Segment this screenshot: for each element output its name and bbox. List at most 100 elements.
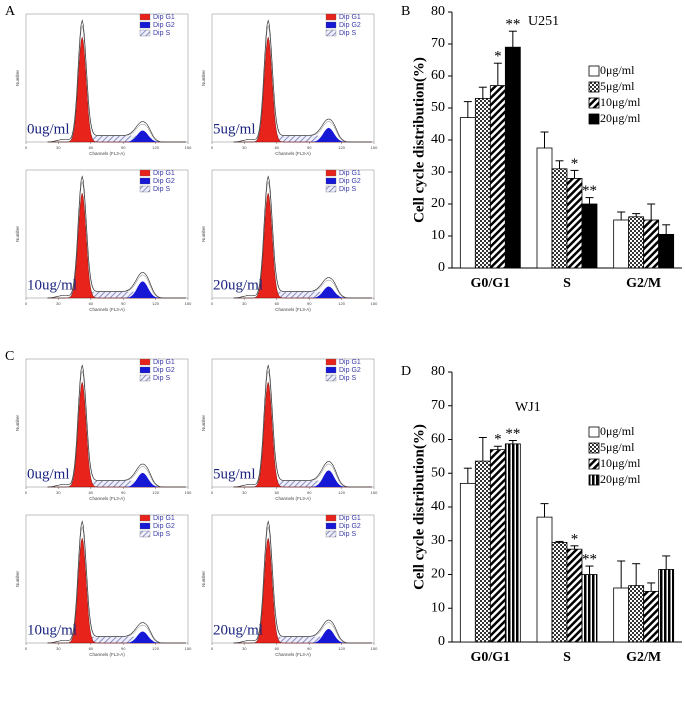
legend-label: 0μg/ml (600, 63, 635, 77)
x-tick-label: 120 (152, 646, 159, 651)
significance-label: ** (582, 183, 597, 199)
legend-label: Dip G1 (153, 170, 175, 177)
legend-swatch (325, 374, 337, 382)
x-tick-label: 150 (185, 490, 192, 495)
legend-swatch (588, 442, 600, 454)
significance-label: ** (505, 426, 520, 442)
x-tick-label: 60 (89, 145, 94, 150)
error-bar (585, 565, 594, 575)
legend-label: Dip S (339, 375, 356, 382)
x-axis-label: Channels (FL3-A) (275, 496, 311, 501)
legend-swatch (325, 21, 337, 29)
x-tick-label: 60 (275, 646, 280, 651)
bar (613, 219, 630, 269)
error-bar (555, 160, 564, 169)
bar (566, 177, 583, 269)
legend-swatch (325, 185, 337, 193)
x-tick-label: 30 (56, 646, 61, 651)
x-tick-label: S (563, 276, 571, 291)
legend-label: Dip G1 (339, 170, 361, 177)
x-axis-label: Channels (FL3-A) (275, 151, 311, 156)
error-bar (508, 440, 517, 444)
y-tick-label: 30 (431, 533, 445, 548)
x-tick-label: 60 (89, 301, 94, 306)
legend-label: 20μg/ml (600, 111, 641, 125)
chart-title: WJ1 (515, 400, 541, 415)
error-bar (617, 560, 626, 588)
legend-swatch (325, 514, 337, 522)
x-tick-label: 30 (242, 145, 247, 150)
legend-swatch (325, 530, 337, 538)
error-bar (570, 545, 579, 550)
legend-swatch (139, 358, 151, 366)
x-tick-label: 90 (307, 646, 312, 651)
y-axis-label: Number (201, 415, 206, 432)
legend-label: 10μg/ml (600, 456, 641, 470)
x-tick-label: 0 (211, 490, 214, 495)
x-tick-label: 30 (242, 646, 247, 651)
legend-swatch (139, 185, 151, 193)
error-bar (617, 211, 626, 220)
legend-swatch (588, 97, 600, 109)
y-axis-label: Number (15, 226, 20, 243)
x-tick-label: 150 (371, 490, 378, 495)
flow-g2 (47, 281, 186, 298)
legend-label: Dip G2 (339, 178, 361, 185)
x-axis-label: Channels (FL3-A) (89, 307, 125, 312)
flow-outline (47, 25, 186, 143)
legend-swatch (139, 21, 151, 29)
legend-label: Dip G2 (339, 367, 361, 374)
x-tick-label: 120 (152, 301, 159, 306)
y-tick-label: 50 (431, 100, 445, 115)
error-bar (540, 131, 549, 148)
x-tick-label: 150 (371, 646, 378, 651)
legend-label: Dip G1 (153, 359, 175, 366)
legend-swatch (325, 177, 337, 185)
x-tick-label: 120 (338, 301, 345, 306)
legend-label: Dip G2 (339, 523, 361, 530)
y-tick-label: 70 (431, 398, 445, 413)
dose-label: 20ug/ml (213, 622, 263, 638)
legend-label: Dip S (153, 30, 170, 37)
bar (551, 542, 568, 643)
y-axis-label: Number (15, 415, 20, 432)
bar (643, 590, 660, 643)
x-tick-label: G0/G1 (470, 650, 510, 665)
y-tick-label: 40 (431, 132, 445, 147)
x-tick-label: 150 (185, 145, 192, 150)
x-tick-label: 90 (121, 301, 126, 306)
bar (581, 203, 598, 269)
y-tick-label: 70 (431, 36, 445, 51)
legend-label: 20μg/ml (600, 472, 641, 486)
legend-label: Dip G1 (339, 515, 361, 522)
bar (658, 569, 675, 643)
bar (474, 98, 491, 269)
dose-label: 0ug/ml (27, 466, 70, 482)
legend-swatch (325, 29, 337, 37)
bar (613, 587, 630, 643)
legend-label: Dip G1 (153, 515, 175, 522)
x-axis-label: Channels (FL3-A) (89, 496, 125, 501)
legend-swatch (588, 65, 600, 77)
dose-label: 10ug/ml (27, 622, 77, 638)
flow-outline (47, 526, 186, 644)
significance-label: * (571, 531, 579, 547)
error-bar (508, 30, 517, 48)
bar (489, 449, 506, 643)
x-tick-label: 120 (338, 646, 345, 651)
flow-g2 (233, 470, 372, 487)
y-tick-label: 80 (431, 364, 445, 379)
x-tick-label: 90 (121, 490, 126, 495)
legend-swatch (588, 81, 600, 93)
error-bar (662, 555, 671, 570)
bar (551, 168, 568, 269)
error-bar (647, 582, 656, 592)
bar (536, 516, 553, 643)
x-tick-label: 90 (307, 145, 312, 150)
y-tick-label: 40 (431, 499, 445, 514)
flow-outline (233, 370, 372, 488)
error-bar (662, 224, 671, 235)
legend-swatch (139, 366, 151, 374)
legend-swatch (139, 29, 151, 37)
